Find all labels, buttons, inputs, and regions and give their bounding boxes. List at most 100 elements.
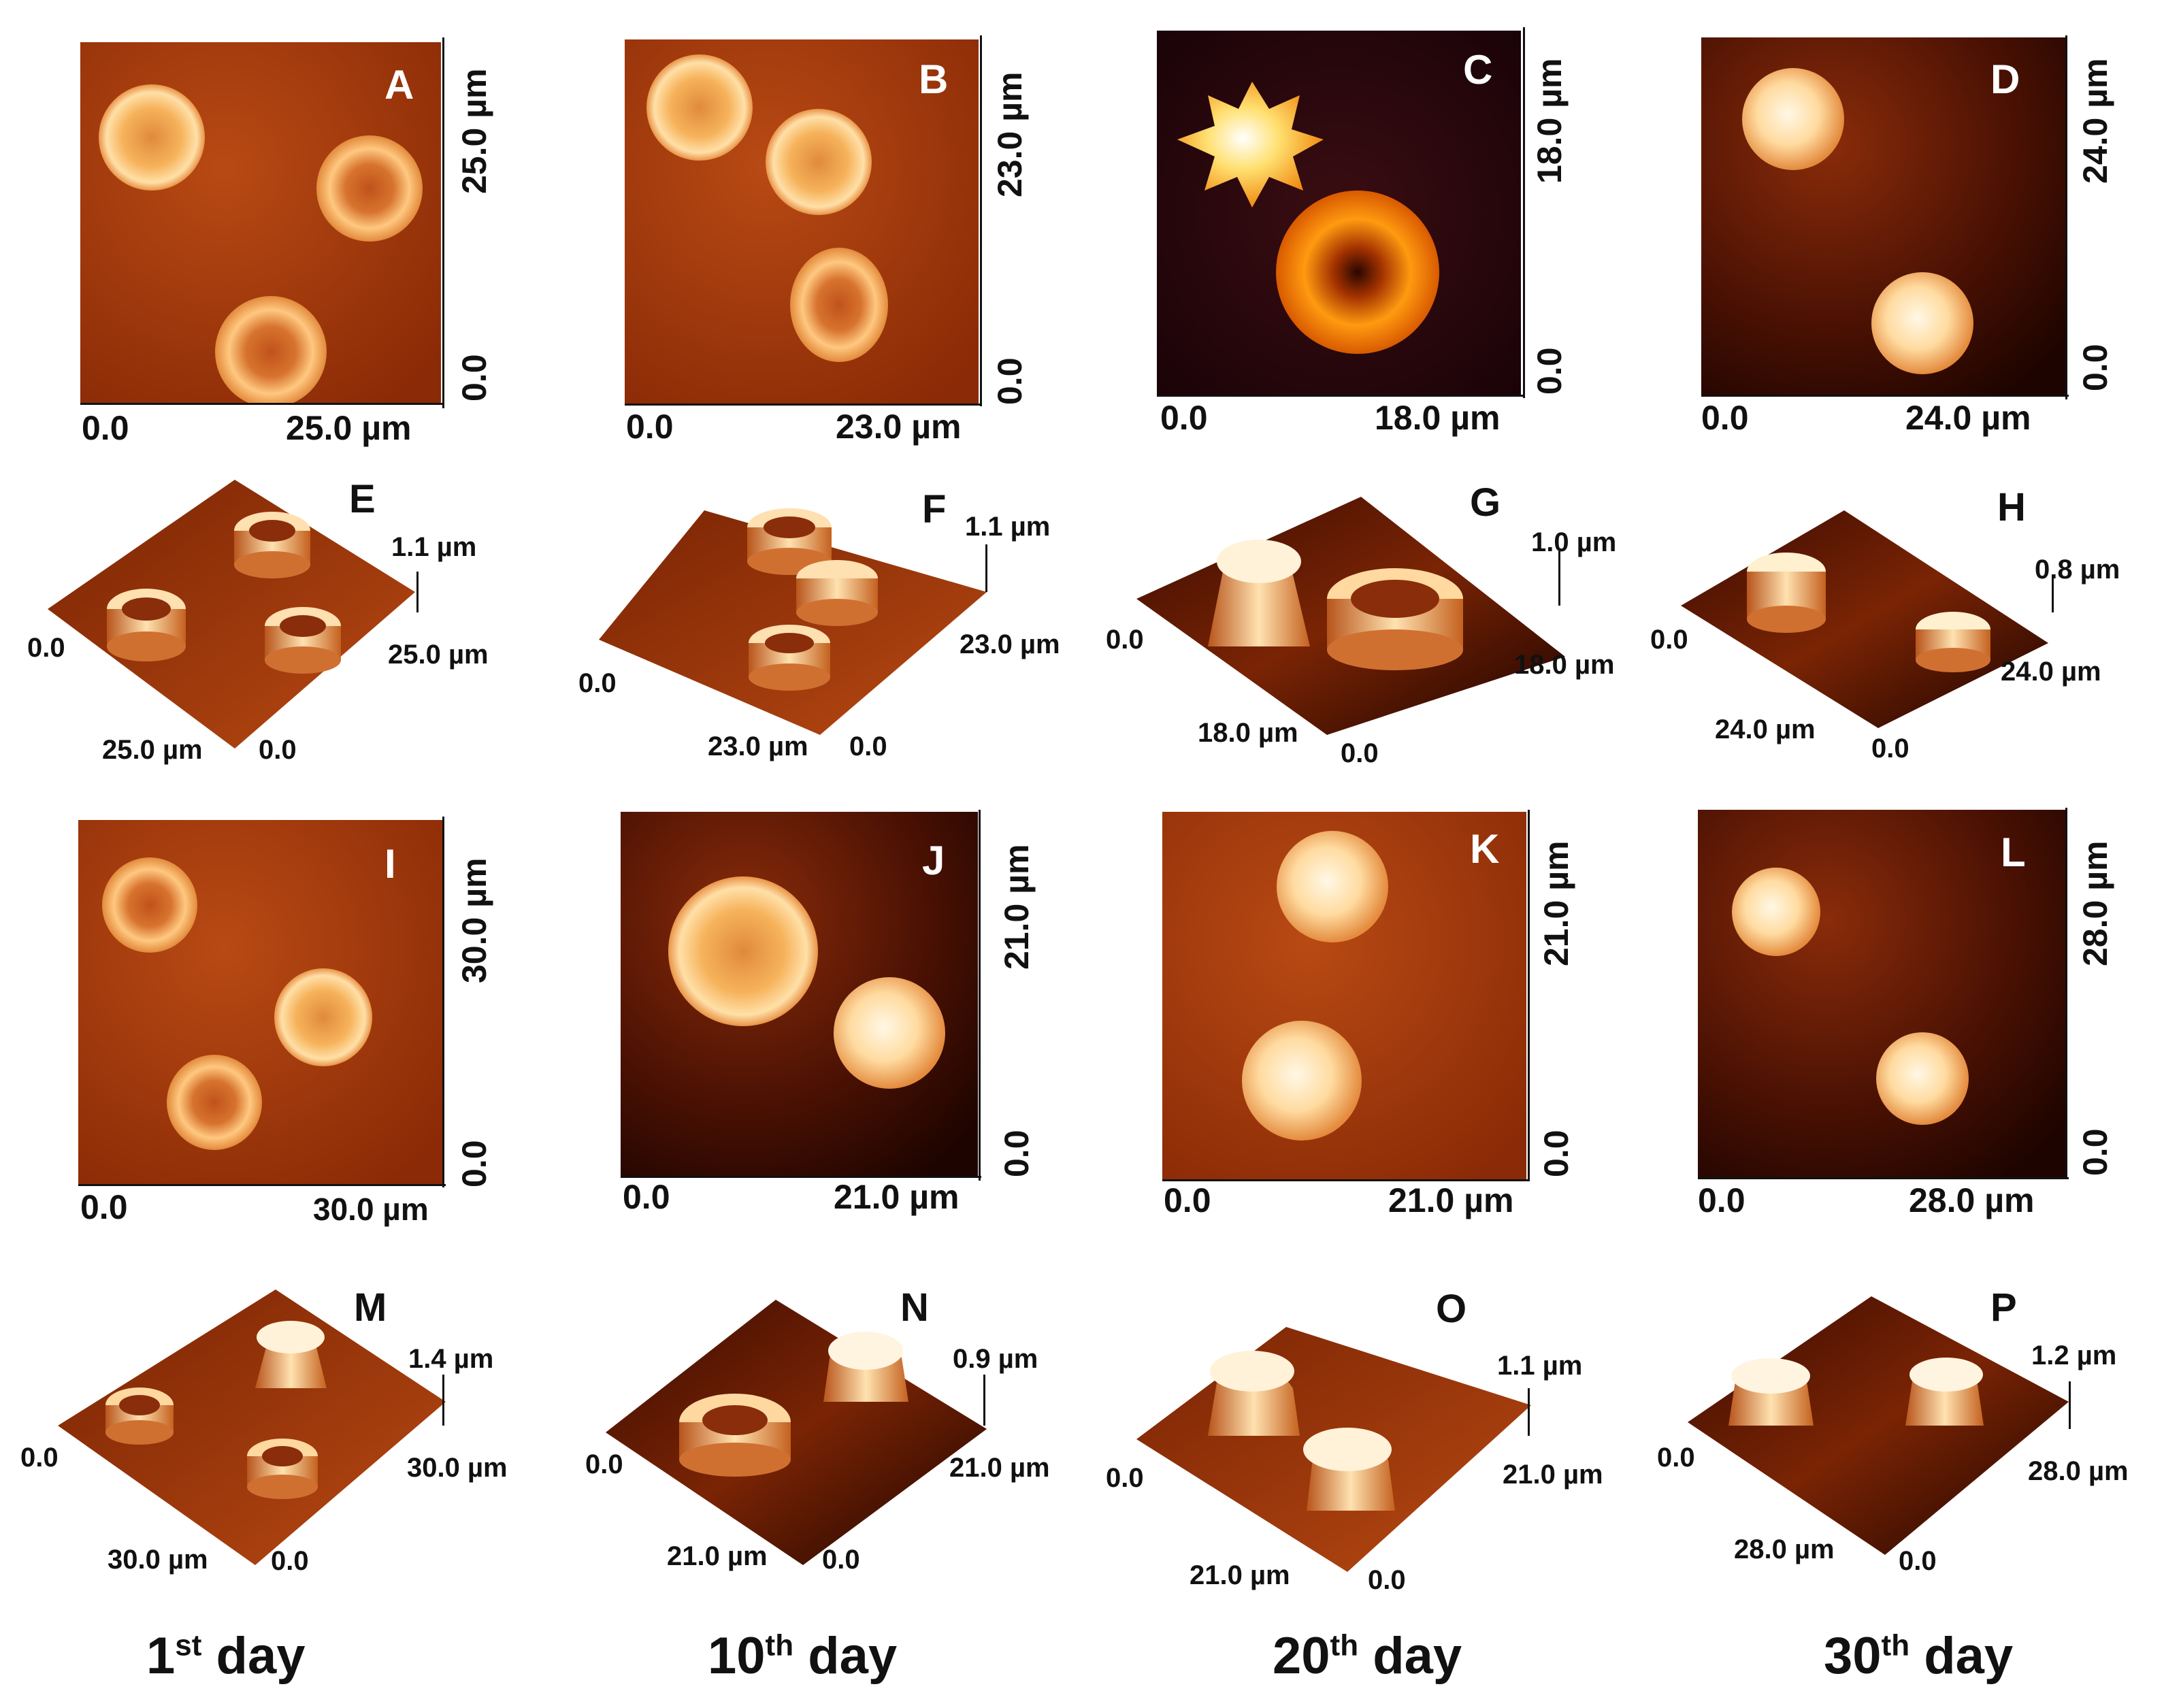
x-axis-end: 25.0 µm	[286, 409, 412, 447]
afm-3d-image-h	[1674, 507, 2055, 732]
right-axis-start: 0.0	[1341, 738, 1379, 768]
right-axis-end: 28.0 µm	[2028, 1456, 2129, 1486]
left-axis-end: 24.0 µm	[1715, 715, 1816, 744]
left-axis-end: 18.0 µm	[1198, 718, 1298, 748]
x-axis-end: 28.0 µm	[1909, 1181, 2035, 1219]
y-axis-start: 0.0	[1530, 347, 1569, 395]
left-axis-start: 0.0	[1650, 625, 1688, 655]
y-axis-end: 24.0 µm	[2076, 58, 2114, 184]
afm-image-b	[625, 39, 979, 404]
y-axis-start: 0.0	[455, 354, 493, 401]
y-axis-line	[1528, 810, 1530, 1181]
afm-3d-image-p	[1681, 1293, 2076, 1565]
panel-letter: J	[922, 838, 945, 883]
panel-letter: M	[354, 1285, 387, 1330]
right-axis-start: 0.0	[822, 1545, 860, 1575]
day-caption-1: 1st day	[146, 1627, 306, 1685]
y-axis-end: 21.0 µm	[998, 844, 1036, 970]
y-axis-start: 0.0	[2076, 1128, 2114, 1176]
right-axis-start: 0.0	[849, 732, 887, 761]
panel-letter: K	[1470, 826, 1500, 872]
x-axis-line	[80, 403, 444, 405]
x-axis-line	[1157, 395, 1524, 397]
left-axis-start: 0.0	[1657, 1443, 1695, 1473]
afm-image-j	[621, 812, 978, 1176]
right-axis-start: 0.0	[1899, 1546, 1937, 1576]
z-axis-label: 1.2 µm	[2031, 1341, 2117, 1370]
z-axis-line	[2052, 578, 2054, 612]
z-axis-label: 1.4 µm	[408, 1344, 494, 1374]
afm-3d-image-n	[599, 1296, 994, 1569]
right-axis-start: 0.0	[1368, 1565, 1406, 1595]
z-axis-line	[1558, 551, 1560, 606]
x-axis-end: 23.0 µm	[836, 408, 962, 446]
z-axis-line	[416, 572, 419, 612]
left-axis-start: 0.0	[578, 668, 617, 698]
day-caption-20: 20th day	[1273, 1627, 1462, 1685]
y-axis-line	[442, 817, 444, 1187]
panel-letter: C	[1463, 47, 1493, 93]
x-axis-end: 24.0 µm	[1905, 399, 2031, 437]
y-axis-end: 28.0 µm	[2076, 840, 2114, 966]
right-axis-end: 25.0 µm	[388, 640, 489, 670]
z-axis-label: 1.1 µm	[1497, 1351, 1583, 1381]
x-axis-end: 21.0 µm	[1388, 1181, 1514, 1219]
right-axis-end: 21.0 µm	[1503, 1460, 1603, 1490]
right-axis-end: 21.0 µm	[949, 1453, 1050, 1483]
x-axis-start: 0.0	[1164, 1181, 1211, 1219]
y-axis-line	[2065, 35, 2067, 399]
left-axis-start: 0.0	[1106, 1463, 1144, 1493]
y-axis-start: 0.0	[2076, 344, 2114, 391]
panel-letter: B	[919, 56, 949, 102]
x-axis-line	[1701, 395, 2069, 397]
afm-image-a	[80, 42, 441, 403]
afm-3d-image-e	[41, 476, 422, 762]
day-caption-30: 30th day	[1824, 1627, 2014, 1685]
afm-image-i	[78, 820, 442, 1184]
afm-3d-image-g	[1130, 493, 1572, 738]
x-axis-start: 0.0	[82, 409, 129, 447]
left-axis-end: 21.0 µm	[667, 1541, 768, 1571]
left-axis-start: 0.0	[27, 633, 65, 663]
afm-image-c	[1157, 31, 1521, 395]
right-axis-start: 0.0	[271, 1546, 309, 1576]
afm-image-l	[1698, 810, 2065, 1177]
x-axis-line	[1698, 1177, 2069, 1179]
y-axis-end: 30.0 µm	[455, 857, 493, 983]
right-axis-end: 24.0 µm	[2001, 657, 2101, 687]
x-axis-start: 0.0	[1160, 399, 1208, 437]
z-axis-label: 1.0 µm	[1531, 527, 1617, 557]
z-axis-label: 0.8 µm	[2035, 555, 2120, 585]
y-axis-start: 0.0	[998, 1130, 1036, 1177]
y-axis-line	[1523, 27, 1525, 398]
right-axis-end: 23.0 µm	[960, 629, 1060, 659]
left-axis-end: 30.0 µm	[108, 1545, 208, 1575]
y-axis-line	[979, 810, 981, 1181]
z-axis-line	[2069, 1381, 2071, 1429]
panel-letter: E	[349, 477, 376, 521]
afm-image-k	[1162, 812, 1526, 1179]
y-axis-start: 0.0	[455, 1140, 493, 1187]
afm-3d-image-f	[592, 497, 994, 742]
left-axis-end: 25.0 µm	[102, 735, 203, 765]
left-axis-end: 28.0 µm	[1734, 1534, 1835, 1564]
z-axis-line	[1528, 1388, 1530, 1436]
afm-3d-image-m	[51, 1286, 453, 1572]
left-axis-start: 0.0	[20, 1443, 59, 1473]
z-axis-line	[442, 1375, 444, 1426]
afm-image-d	[1701, 37, 2065, 395]
x-axis-line	[621, 1176, 981, 1178]
y-axis-start: 0.0	[1537, 1130, 1575, 1177]
panel-letter: O	[1436, 1287, 1467, 1331]
panel-letter: L	[2001, 830, 2026, 875]
x-axis-end: 21.0 µm	[834, 1178, 960, 1216]
y-axis-line	[980, 35, 982, 406]
x-axis-line	[1162, 1179, 1530, 1181]
right-axis-start: 0.0	[1871, 734, 1909, 763]
panel-letter: I	[384, 841, 396, 887]
y-axis-start: 0.0	[991, 357, 1029, 405]
y-axis-line	[442, 37, 444, 408]
x-axis-end: 30.0 µm	[313, 1192, 429, 1227]
x-axis-start: 0.0	[623, 1178, 670, 1216]
y-axis-end: 18.0 µm	[1530, 58, 1569, 184]
